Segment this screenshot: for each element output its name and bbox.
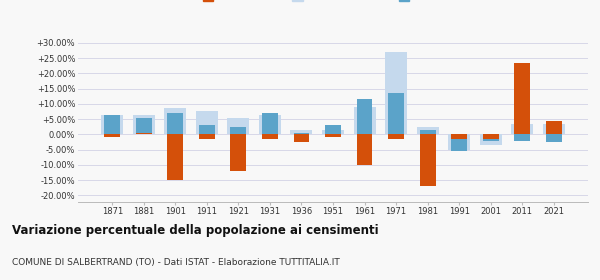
Bar bbox=[483, 134, 499, 141]
Bar bbox=[385, 52, 407, 134]
Bar bbox=[353, 107, 376, 134]
Bar bbox=[388, 93, 404, 134]
Bar bbox=[167, 134, 183, 180]
Bar bbox=[322, 130, 344, 134]
Bar bbox=[416, 127, 439, 134]
Bar bbox=[227, 118, 250, 134]
Legend: Salbertrand, Provincia di TO, Piemonte: Salbertrand, Provincia di TO, Piemonte bbox=[200, 0, 466, 5]
Bar bbox=[325, 134, 341, 137]
Bar bbox=[388, 134, 404, 139]
Bar bbox=[136, 118, 152, 134]
Bar bbox=[451, 134, 467, 151]
Bar bbox=[543, 124, 565, 134]
Bar bbox=[356, 134, 373, 165]
Bar bbox=[420, 134, 436, 186]
Bar bbox=[262, 113, 278, 134]
Bar bbox=[101, 115, 123, 134]
Bar bbox=[479, 134, 502, 145]
Bar bbox=[483, 134, 499, 139]
Bar bbox=[230, 134, 246, 171]
Bar bbox=[293, 134, 310, 142]
Bar bbox=[546, 121, 562, 134]
Bar bbox=[356, 99, 373, 134]
Bar bbox=[196, 111, 218, 134]
Bar bbox=[199, 125, 215, 134]
Bar bbox=[546, 134, 562, 142]
Bar bbox=[104, 134, 120, 137]
Bar bbox=[511, 124, 533, 134]
Text: COMUNE DI SALBERTRAND (TO) - Dati ISTAT - Elaborazione TUTTITALIA.IT: COMUNE DI SALBERTRAND (TO) - Dati ISTAT … bbox=[12, 258, 340, 267]
Bar bbox=[448, 134, 470, 150]
Bar bbox=[514, 63, 530, 134]
Bar bbox=[167, 113, 183, 134]
Bar bbox=[451, 134, 467, 139]
Bar bbox=[514, 134, 530, 141]
Bar bbox=[293, 133, 310, 134]
Bar bbox=[164, 108, 187, 134]
Bar bbox=[262, 134, 278, 139]
Bar bbox=[104, 115, 120, 134]
Bar bbox=[133, 115, 155, 134]
Text: Variazione percentuale della popolazione ai censimenti: Variazione percentuale della popolazione… bbox=[12, 224, 379, 237]
Bar bbox=[325, 125, 341, 134]
Bar bbox=[230, 127, 246, 134]
Bar bbox=[199, 134, 215, 139]
Bar bbox=[136, 133, 152, 134]
Bar bbox=[420, 130, 436, 134]
Bar bbox=[259, 115, 281, 134]
Bar bbox=[290, 130, 313, 134]
